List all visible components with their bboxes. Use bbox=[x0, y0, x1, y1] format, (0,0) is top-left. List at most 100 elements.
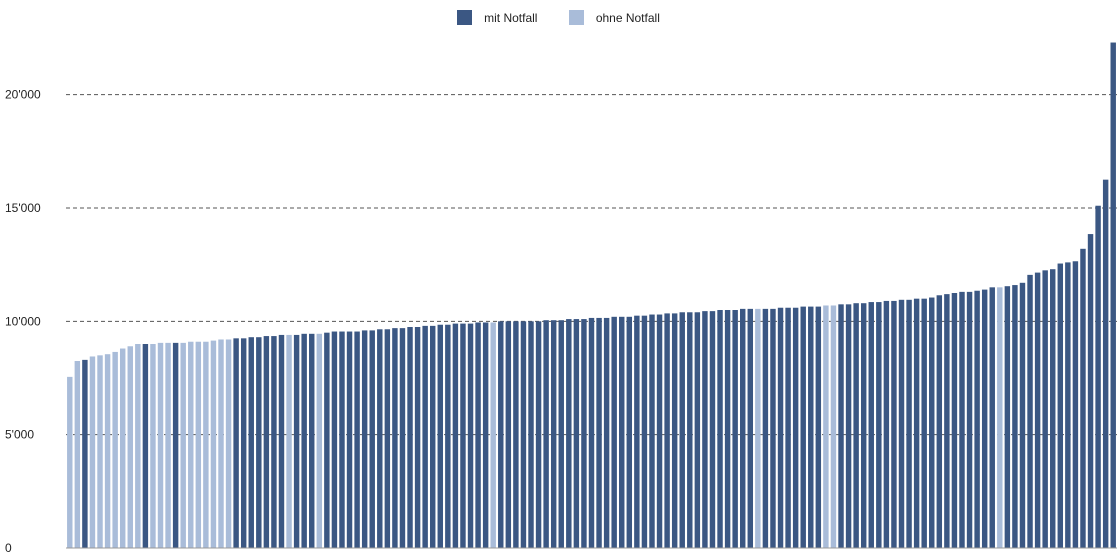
bar-ohne-notfall bbox=[195, 341, 202, 548]
bar-ohne-notfall bbox=[203, 341, 209, 548]
bar-mit-notfall bbox=[641, 315, 648, 548]
legend-swatch-ohne-notfall bbox=[568, 10, 584, 25]
bar-mit-notfall bbox=[256, 337, 262, 548]
y-tick-label: 10'000 bbox=[5, 314, 41, 328]
bar-mit-notfall bbox=[898, 299, 905, 548]
bar-ohne-notfall bbox=[830, 305, 837, 548]
bar-mit-notfall bbox=[460, 323, 466, 548]
bar-mit-notfall bbox=[535, 321, 542, 548]
bar-mit-notfall bbox=[921, 298, 927, 548]
bar-mit-notfall bbox=[1080, 248, 1086, 549]
bar-mit-notfall bbox=[603, 317, 610, 548]
bar-mit-notfall bbox=[687, 312, 693, 548]
bar-mit-notfall bbox=[671, 313, 678, 548]
bar-ohne-notfall bbox=[218, 339, 224, 548]
bar-mit-notfall bbox=[770, 308, 776, 548]
y-tick-label: 0 bbox=[5, 541, 12, 553]
bar-mit-notfall bbox=[800, 306, 806, 548]
bar-mit-notfall bbox=[505, 321, 512, 548]
bar-mit-notfall bbox=[989, 287, 995, 548]
bar-mit-notfall bbox=[1019, 282, 1026, 548]
bar-ohne-notfall bbox=[490, 322, 496, 548]
bar-mit-notfall bbox=[429, 325, 436, 548]
bar-mit-notfall bbox=[724, 310, 731, 548]
legend-label-ohne-notfall: ohne Notfall bbox=[595, 10, 660, 25]
bar-ohne-notfall bbox=[225, 339, 232, 548]
bar-mit-notfall bbox=[679, 312, 685, 548]
bar-ohne-notfall bbox=[74, 361, 81, 548]
bar-mit-notfall bbox=[467, 323, 474, 548]
bar-mit-notfall bbox=[1057, 263, 1064, 548]
bar-mit-notfall bbox=[278, 334, 285, 548]
y-tick-label: 20'000 bbox=[5, 88, 41, 102]
bar-mit-notfall bbox=[293, 334, 300, 548]
bar-mit-notfall bbox=[528, 321, 534, 548]
bar-mit-notfall bbox=[369, 330, 375, 548]
bar-ohne-notfall bbox=[112, 351, 118, 548]
bar-mit-notfall bbox=[513, 321, 519, 548]
bar-mit-notfall bbox=[709, 311, 716, 548]
bar-mit-notfall bbox=[808, 306, 814, 548]
bar-mit-notfall bbox=[550, 320, 557, 548]
bar-mit-notfall bbox=[482, 322, 489, 548]
bar-mit-notfall bbox=[1095, 205, 1101, 549]
bar-mit-notfall bbox=[959, 291, 965, 548]
bar-mit-notfall bbox=[1087, 234, 1094, 548]
bar-mit-notfall bbox=[422, 325, 428, 548]
bar-mit-notfall bbox=[1072, 261, 1079, 548]
bar-mit-notfall bbox=[248, 337, 254, 548]
bar-mit-notfall bbox=[694, 312, 701, 548]
bar-ohne-notfall bbox=[157, 342, 164, 548]
bar-mit-notfall bbox=[740, 308, 746, 548]
bar-mit-notfall bbox=[384, 329, 391, 548]
bar-mit-notfall bbox=[868, 302, 874, 548]
bar-mit-notfall bbox=[1110, 42, 1116, 548]
bar-mit-notfall bbox=[913, 298, 920, 548]
bar-ohne-notfall bbox=[104, 354, 111, 548]
bar-mit-notfall bbox=[1042, 270, 1048, 548]
bar-mit-notfall bbox=[777, 307, 784, 548]
bar-mit-notfall bbox=[966, 291, 973, 548]
bar-mit-notfall bbox=[543, 320, 549, 548]
bar-mit-notfall bbox=[339, 331, 345, 548]
bar-mit-notfall bbox=[263, 336, 270, 548]
bar-mit-notfall bbox=[452, 323, 459, 548]
bar-mit-notfall bbox=[558, 320, 564, 548]
bar-ohne-notfall bbox=[165, 342, 171, 548]
bar-mit-notfall bbox=[596, 317, 602, 548]
bar-mit-notfall bbox=[414, 327, 421, 548]
bar-mit-notfall bbox=[717, 310, 723, 548]
bar-mit-notfall bbox=[785, 307, 791, 548]
bar-mit-notfall bbox=[354, 331, 360, 548]
bar-mit-notfall bbox=[361, 330, 368, 548]
bar-mit-notfall bbox=[702, 311, 708, 548]
bar-mit-notfall bbox=[929, 297, 935, 548]
bar-ohne-notfall bbox=[67, 376, 73, 548]
bar-mit-notfall bbox=[891, 300, 897, 548]
bar-ohne-notfall bbox=[119, 348, 126, 548]
bar-mit-notfall bbox=[581, 319, 587, 548]
bar-mit-notfall bbox=[853, 303, 859, 548]
bar-ohne-notfall bbox=[316, 333, 323, 548]
bar-mit-notfall bbox=[664, 313, 670, 548]
bar-mit-notfall bbox=[301, 333, 307, 548]
bar-mit-notfall bbox=[883, 300, 890, 548]
bar-mit-notfall bbox=[377, 329, 383, 548]
bar-mit-notfall bbox=[845, 304, 852, 548]
bar-mit-notfall bbox=[573, 319, 580, 548]
bar-mit-notfall bbox=[611, 316, 617, 548]
bar-mit-notfall bbox=[392, 328, 398, 548]
bar-mit-notfall bbox=[906, 299, 912, 548]
bar-mit-notfall bbox=[1012, 285, 1018, 548]
bar-mit-notfall bbox=[1102, 179, 1109, 549]
bar-ohne-notfall bbox=[997, 287, 1003, 548]
bar-mit-notfall bbox=[399, 328, 406, 548]
bar-mit-notfall bbox=[936, 295, 943, 548]
bar-mit-notfall bbox=[142, 344, 149, 548]
bar-mit-notfall bbox=[172, 342, 179, 548]
legend-swatch-mit-notfall bbox=[457, 10, 473, 25]
bar-ohne-notfall bbox=[823, 305, 829, 548]
bar-ohne-notfall bbox=[755, 308, 761, 548]
bar-ohne-notfall bbox=[150, 344, 156, 548]
